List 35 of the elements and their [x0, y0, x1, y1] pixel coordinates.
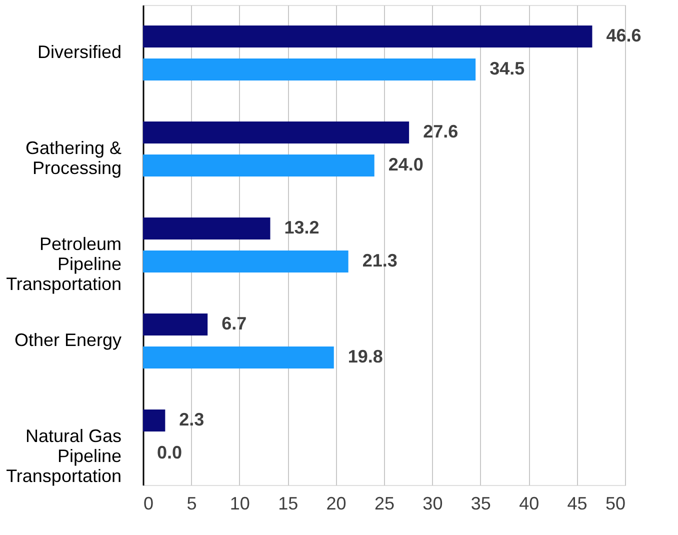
- y-tick-label: Diversified: [37, 42, 122, 62]
- data-label: 34.5: [490, 58, 525, 79]
- bar: [143, 58, 476, 81]
- y-tick-label: Natural Gas Pipeline Transportation: [6, 426, 122, 486]
- bar: [143, 313, 208, 336]
- bar: [143, 409, 166, 432]
- x-tick-label: 10: [230, 494, 250, 514]
- bar: [143, 217, 270, 240]
- x-tick-label: 50: [605, 494, 626, 514]
- data-label: 27.6: [423, 121, 458, 142]
- bar: [143, 154, 374, 177]
- x-tick-label: 15: [278, 494, 298, 514]
- data-label: 0.0: [157, 442, 182, 463]
- data-label: 13.2: [284, 217, 320, 238]
- data-label: 6.7: [222, 313, 247, 334]
- x-tick-label: 25: [374, 494, 395, 514]
- bar: [143, 25, 592, 48]
- x-tick-label: 30: [422, 494, 443, 514]
- y-tick-label: Petroleum Pipeline Transportation: [6, 234, 122, 294]
- x-tick-label: 0: [144, 494, 154, 514]
- y-tick-label: Other Energy: [14, 330, 122, 350]
- bar: [143, 250, 348, 273]
- bar: [143, 121, 410, 144]
- x-tick-label: 5: [186, 494, 197, 514]
- y-tick-label: Gathering & Processing: [25, 138, 122, 178]
- data-label: 21.3: [362, 250, 398, 271]
- x-tick-label: 45: [567, 494, 588, 514]
- data-label: 2.3: [179, 409, 204, 430]
- x-tick-label: 20: [326, 494, 346, 514]
- data-label: 46.6: [606, 25, 642, 46]
- bar: [143, 346, 334, 369]
- x-tick-label: 35: [470, 494, 491, 514]
- data-label: 19.8: [348, 346, 383, 367]
- data-label: 24.0: [388, 154, 424, 175]
- x-tick-label: 40: [519, 494, 540, 514]
